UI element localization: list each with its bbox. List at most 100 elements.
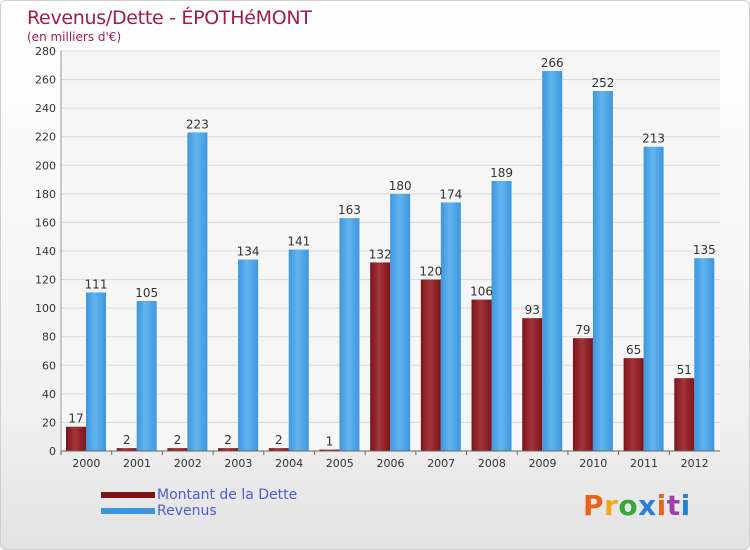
data-label-dette: 1	[326, 435, 334, 449]
data-label-revenus: 163	[338, 203, 361, 217]
logo-letter: P	[583, 489, 605, 522]
bar-revenus	[86, 292, 106, 451]
legend: Montant de la Dette Revenus	[101, 487, 297, 519]
bar-revenus	[238, 259, 259, 451]
bar-dette	[522, 318, 543, 451]
x-tick-label: 2012	[681, 457, 709, 470]
bar-revenus	[643, 146, 664, 451]
bars	[66, 71, 715, 451]
bar-revenus	[491, 181, 512, 451]
y-tick-label: 240	[35, 102, 56, 115]
x-axis: 2000 2001 2002 2003 2004 2005 2006 2007 2008 2009…	[60, 450, 720, 470]
x-tick-label: 2010	[579, 457, 607, 470]
legend-label-dette: Montant de la Dette	[157, 487, 298, 503]
x-tick-label: 2002	[174, 457, 202, 470]
data-label-dette: 79	[575, 323, 590, 337]
data-label-dette: 106	[470, 285, 493, 299]
bar-dette	[66, 426, 86, 451]
bar-revenus	[390, 193, 411, 451]
data-label-dette: 65	[626, 343, 641, 357]
logo-letter: o	[618, 489, 639, 522]
x-tick-label: 2009	[529, 457, 557, 470]
data-label-revenus: 223	[186, 117, 209, 131]
y-axis: 0 20 40 60 80 100 120 140 160 180 200 220 240 260 280	[35, 45, 62, 458]
bar-revenus	[288, 249, 309, 451]
bar-dette	[218, 448, 239, 451]
bar-dette	[167, 448, 188, 451]
data-label-dette: 120	[419, 265, 442, 279]
y-tick-label: 260	[35, 74, 56, 87]
y-tick-label: 100	[35, 302, 56, 315]
logo-letter: t	[666, 489, 681, 522]
y-tick-label: 280	[35, 45, 56, 58]
legend-item-revenus: Revenus	[101, 503, 297, 519]
bar-revenus	[440, 202, 461, 451]
bar-revenus	[136, 301, 157, 451]
y-tick-label: 80	[42, 331, 56, 344]
bar-revenus	[187, 132, 208, 451]
bar-dette	[674, 378, 695, 451]
bar-revenus	[542, 71, 563, 451]
x-tick-label: 2003	[224, 457, 252, 470]
logo-letter: i	[680, 489, 691, 522]
chart-subtitle: (en milliers d'€)	[27, 30, 122, 44]
data-label-revenus: 135	[693, 243, 716, 257]
data-label-dette: 17	[68, 412, 83, 426]
y-tick-label: 0	[49, 445, 56, 458]
y-tick-label: 60	[42, 359, 56, 372]
data-label-revenus: 252	[591, 76, 614, 90]
y-tick-label: 220	[35, 131, 56, 144]
x-tick-label: 2004	[275, 457, 303, 470]
data-label-revenus: 105	[135, 286, 158, 300]
bar-dette	[471, 299, 492, 451]
data-label-revenus: 111	[85, 277, 108, 291]
legend-item-dette: Montant de la Dette	[101, 487, 297, 503]
data-label-revenus: 180	[389, 179, 412, 193]
data-labels: 17 111 2 105 2 223 2 134 2 141 1 163 132 180 120 174 106…	[68, 56, 715, 449]
x-tick-label: 2005	[326, 457, 354, 470]
logo-letter: i	[656, 489, 667, 522]
x-tick-label: 2001	[123, 457, 151, 470]
y-tick-label: 120	[35, 274, 56, 287]
data-label-revenus: 189	[490, 166, 513, 180]
data-label-revenus: 141	[287, 235, 310, 249]
data-label-revenus: 213	[642, 132, 665, 146]
y-tick-label: 40	[42, 388, 56, 401]
data-label-dette: 2	[224, 433, 232, 447]
data-label-dette: 2	[174, 433, 182, 447]
chart-title: Revenus/Dette - ÉPOTHéMONT	[27, 7, 312, 29]
data-label-revenus: 266	[541, 56, 564, 70]
bar-dette	[116, 448, 137, 451]
proxiti-logo: Proxiti	[583, 489, 691, 522]
bar-dette	[370, 262, 391, 451]
legend-label-revenus: Revenus	[157, 503, 217, 519]
bar-dette	[420, 279, 441, 451]
data-label-dette: 51	[677, 363, 692, 377]
data-label-revenus: 174	[439, 187, 462, 201]
y-tick-label: 140	[35, 245, 56, 258]
logo-letter: x	[638, 489, 657, 522]
bar-revenus	[592, 91, 613, 451]
x-tick-label: 2006	[377, 457, 405, 470]
data-label-revenus: 134	[237, 245, 260, 259]
data-label-dette: 93	[525, 303, 540, 317]
data-label-dette: 2	[123, 433, 131, 447]
data-label-dette: 132	[369, 247, 392, 261]
legend-swatch-dette	[101, 492, 155, 498]
legend-swatch-revenus	[101, 508, 155, 514]
x-tick-label: 2007	[427, 457, 455, 470]
bar-dette	[572, 338, 593, 451]
bar-dette	[268, 448, 289, 451]
logo-letter: r	[604, 489, 619, 522]
bar-dette	[319, 449, 340, 451]
x-tick-label: 2008	[478, 457, 506, 470]
bar-revenus	[339, 218, 360, 451]
data-label-dette: 2	[275, 433, 283, 447]
x-tick-label: 2011	[630, 457, 658, 470]
bar-revenus	[694, 258, 715, 451]
x-tick-label: 2000	[72, 457, 100, 470]
bar-dette	[623, 358, 644, 451]
y-tick-label: 160	[35, 216, 56, 229]
